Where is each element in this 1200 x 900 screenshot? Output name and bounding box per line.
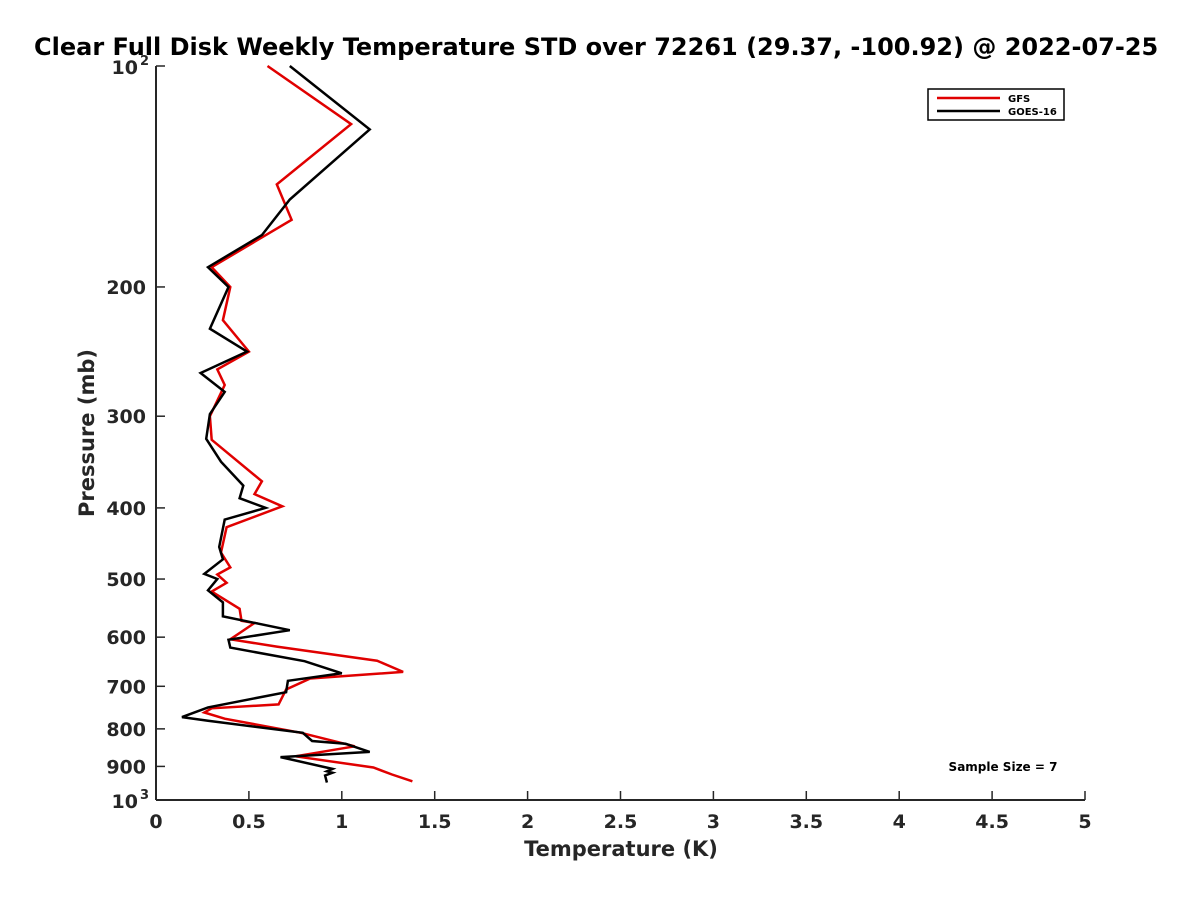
plot-axes bbox=[155, 66, 1085, 801]
y-tick-label: 800 bbox=[106, 719, 146, 741]
x-tick-label: 4.5 bbox=[975, 811, 1009, 833]
y-tick-exponent: 2 bbox=[140, 54, 149, 69]
y-tick-label: 500 bbox=[106, 569, 146, 591]
legend-label-gfs: GFS bbox=[1008, 94, 1030, 105]
x-axis-label: Temperature (K) bbox=[524, 837, 718, 861]
y-tick-label: 600 bbox=[106, 627, 146, 649]
x-tick-label: 2 bbox=[521, 811, 534, 833]
y-tick-label: 900 bbox=[106, 756, 146, 778]
y-axis-label: Pressure (mb) bbox=[75, 349, 99, 517]
x-tick-label: 0.5 bbox=[232, 811, 266, 833]
series-line-gfs bbox=[201, 64, 413, 783]
x-tick-label: 3 bbox=[707, 811, 720, 833]
y-tick-label-decade: 10 bbox=[112, 57, 138, 79]
y-tick-exponent: 3 bbox=[140, 788, 149, 803]
x-axis-ticks: 0 0.5 1 1.5 2 2.5 3 3.5 4 4.5 5 bbox=[149, 791, 1092, 833]
x-tick-label: 4 bbox=[893, 811, 906, 833]
y-tick-label: 300 bbox=[106, 406, 146, 428]
y-tick-label: 200 bbox=[106, 277, 146, 299]
legend: GFS GOES-16 bbox=[927, 88, 1065, 121]
x-tick-label: 1 bbox=[335, 811, 348, 833]
x-tick-label: 5 bbox=[1078, 811, 1091, 833]
y-tick-label-decade: 10 bbox=[112, 791, 138, 813]
series-line-goes-16 bbox=[181, 65, 372, 783]
chart-title: Clear Full Disk Weekly Temperature STD o… bbox=[34, 33, 1158, 61]
x-tick-label: 0 bbox=[149, 811, 162, 833]
legend-label-goes: GOES-16 bbox=[1008, 107, 1057, 118]
x-tick-label: 1.5 bbox=[418, 811, 452, 833]
legend-box bbox=[927, 88, 1065, 121]
sample-size-annotation: Sample Size = 7 bbox=[949, 760, 1058, 774]
y-tick-label: 400 bbox=[106, 498, 146, 520]
x-tick-label: 2.5 bbox=[604, 811, 638, 833]
y-tick-label: 700 bbox=[106, 676, 146, 698]
x-tick-label: 3.5 bbox=[789, 811, 823, 833]
series-group bbox=[181, 64, 413, 783]
